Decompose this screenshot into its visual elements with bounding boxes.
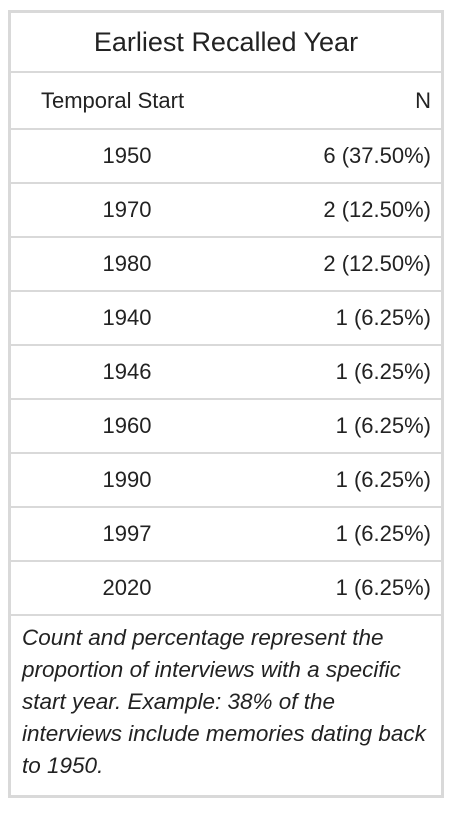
table-row: 1970 2 (12.50%) xyxy=(11,184,441,238)
year-cell: 1970 xyxy=(102,197,152,222)
year-cell: 1946 xyxy=(102,359,152,384)
count-cell: 1 (6.25%) xyxy=(335,521,431,546)
year-cell: 1960 xyxy=(102,413,152,438)
table-row: 1990 1 (6.25%) xyxy=(11,454,441,508)
table-row: 1960 1 (6.25%) xyxy=(11,400,441,454)
year-cell: 1940 xyxy=(102,305,152,330)
count-cell: 1 (6.25%) xyxy=(335,305,431,330)
table-row: 1950 6 (37.50%) xyxy=(11,130,441,184)
count-cell: 1 (6.25%) xyxy=(335,413,431,438)
table-title: Earliest Recalled Year xyxy=(11,13,441,73)
table-row: 1980 2 (12.50%) xyxy=(11,238,441,292)
year-cell: 1990 xyxy=(102,467,152,492)
year-cell: 1980 xyxy=(102,251,152,276)
count-cell: 2 (12.50%) xyxy=(323,197,431,222)
count-cell: 1 (6.25%) xyxy=(335,359,431,384)
table-header-row: Temporal Start N xyxy=(11,73,441,130)
table-row: 1946 1 (6.25%) xyxy=(11,346,441,400)
year-cell: 1950 xyxy=(102,143,152,168)
table-row: 1940 1 (6.25%) xyxy=(11,292,441,346)
column-header-n: N xyxy=(415,87,431,113)
count-cell: 1 (6.25%) xyxy=(335,467,431,492)
year-cell: 1997 xyxy=(102,521,152,546)
table-row: 1997 1 (6.25%) xyxy=(11,508,441,562)
count-cell: 6 (37.50%) xyxy=(323,143,431,168)
count-cell: 1 (6.25%) xyxy=(335,575,431,600)
count-cell: 2 (12.50%) xyxy=(323,251,431,276)
table-row: 2020 1 (6.25%) xyxy=(11,562,441,616)
table-body: 1950 6 (37.50%) 1970 2 (12.50%) 1980 2 (… xyxy=(11,130,441,616)
column-header-temporal-start: Temporal Start xyxy=(41,87,185,113)
summary-table: Earliest Recalled Year Temporal Start N … xyxy=(8,10,444,798)
year-cell: 2020 xyxy=(102,575,152,600)
table-footnote: Count and percentage represent the propo… xyxy=(22,625,426,778)
